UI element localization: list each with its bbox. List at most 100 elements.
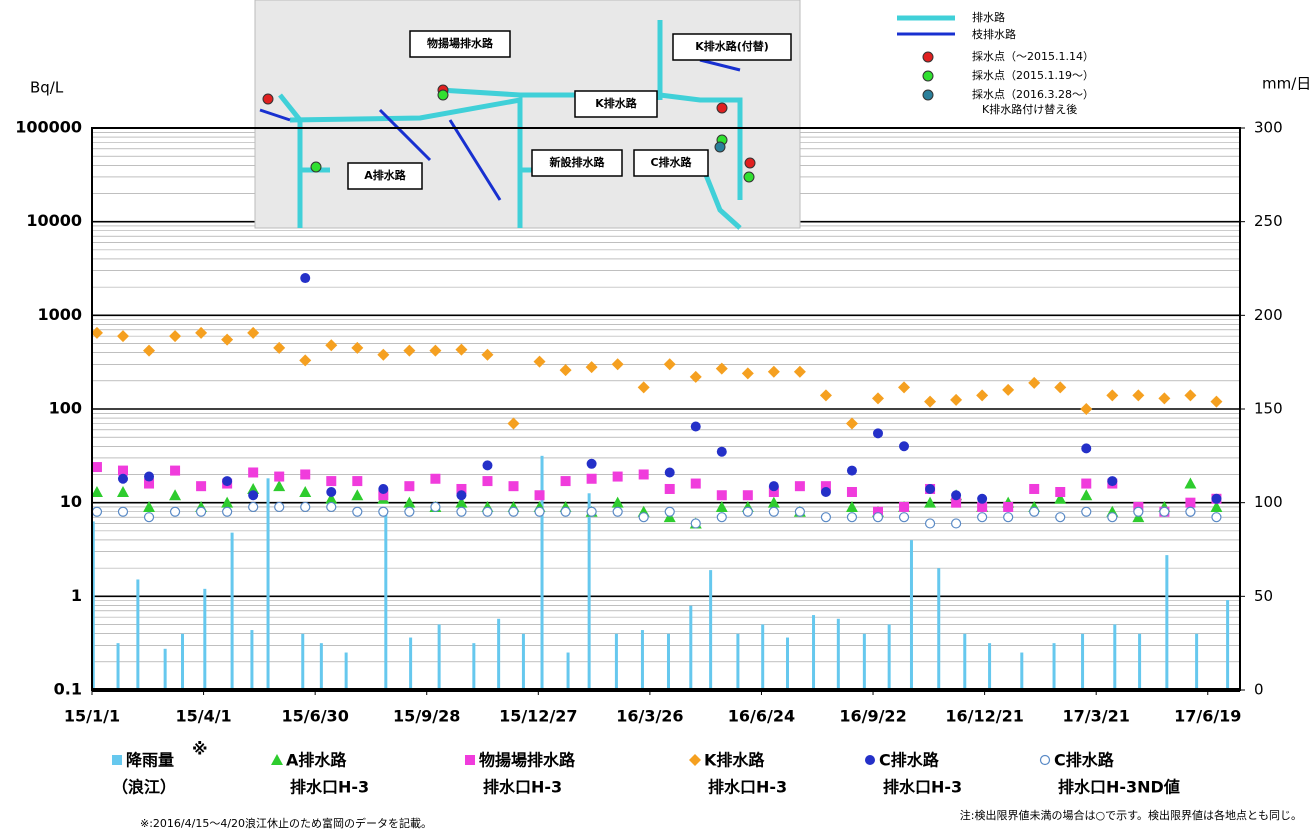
- point: [117, 473, 128, 484]
- point: [169, 330, 182, 343]
- legend-mark: ※: [192, 740, 208, 759]
- legend-marker: [271, 754, 283, 765]
- point: [871, 392, 884, 405]
- legend-marker: [1039, 754, 1051, 766]
- point: [767, 365, 780, 378]
- point: [1002, 383, 1015, 396]
- point: [1107, 512, 1118, 523]
- point: [300, 273, 311, 284]
- point: [742, 490, 753, 501]
- bar: [344, 652, 348, 690]
- point: [768, 486, 779, 497]
- point: [845, 500, 858, 512]
- bar: [497, 618, 501, 690]
- point: [299, 354, 312, 367]
- point: [1185, 506, 1196, 517]
- y2-axis-label: mm/日: [1262, 75, 1309, 93]
- point: [950, 518, 962, 529]
- point: [977, 501, 988, 512]
- map-label-box: [409, 30, 511, 58]
- point: [221, 496, 234, 508]
- point: [715, 362, 728, 375]
- bar: [1020, 652, 1024, 690]
- point: [924, 496, 937, 508]
- point: [351, 489, 364, 501]
- y2-tick-label: 100: [1254, 493, 1283, 511]
- map-label-box: [531, 149, 623, 177]
- point: [1054, 381, 1067, 394]
- point: [116, 485, 129, 497]
- point: [1081, 506, 1092, 517]
- point: [820, 481, 831, 492]
- y2-tick-label: 300: [1254, 119, 1283, 137]
- point: [664, 483, 675, 494]
- point: [247, 482, 260, 494]
- point: [455, 343, 468, 356]
- point: [898, 512, 910, 523]
- point: [117, 465, 128, 476]
- point: [612, 471, 623, 482]
- bar: [409, 637, 413, 690]
- bar: [437, 624, 441, 690]
- point: [299, 485, 312, 497]
- point: [143, 344, 156, 357]
- map-point: [743, 171, 755, 183]
- point: [1184, 389, 1197, 402]
- point: [845, 417, 858, 430]
- point: [1081, 478, 1092, 489]
- point: [846, 512, 858, 523]
- point: [1003, 501, 1014, 512]
- point: [1133, 506, 1144, 517]
- map-point: [714, 141, 726, 153]
- point: [456, 483, 467, 494]
- point: [585, 361, 598, 374]
- point: [221, 333, 234, 346]
- bar: [91, 521, 95, 690]
- legend-label: 排水口H-3: [290, 778, 369, 797]
- map-label-box: [672, 33, 792, 61]
- point: [977, 493, 988, 504]
- bar: [736, 633, 740, 690]
- map-label: K排水路(付替): [695, 39, 769, 53]
- bar: [266, 478, 270, 690]
- note: 注:検出限界値未満の場合は○で示す。検出限界値は各地点とも同じ。: [960, 808, 1302, 822]
- point: [794, 506, 805, 517]
- map-branch: [699, 58, 741, 72]
- point: [951, 490, 962, 501]
- bar: [640, 630, 644, 690]
- point: [1029, 506, 1040, 517]
- x-tick-label: 15/1/1: [64, 707, 120, 726]
- y2-tick-label: 0: [1254, 681, 1264, 699]
- map-label: K排水路: [595, 96, 638, 110]
- bar: [163, 648, 167, 690]
- bar: [1052, 643, 1056, 690]
- point: [586, 473, 597, 484]
- map-label: C排水路: [650, 155, 692, 169]
- x-tick-label: 17/6/19: [1174, 707, 1241, 726]
- point: [248, 467, 259, 478]
- point: [170, 465, 181, 476]
- legend-marker: [689, 754, 701, 766]
- legend-dot: [922, 89, 934, 101]
- point: [325, 492, 338, 504]
- point: [404, 481, 415, 492]
- point: [638, 469, 649, 480]
- point: [1210, 500, 1223, 512]
- y2-tick-label: 200: [1254, 306, 1283, 324]
- point: [559, 364, 572, 377]
- map-label: 物揚場排水路: [427, 36, 494, 50]
- bar: [887, 624, 891, 690]
- point: [689, 370, 702, 383]
- point: [326, 476, 337, 487]
- point: [716, 512, 727, 523]
- point: [403, 344, 416, 357]
- point: [716, 490, 727, 501]
- bar: [862, 633, 866, 690]
- map-point: [437, 89, 449, 101]
- bar: [1113, 624, 1117, 690]
- y-tick-label: 100: [49, 399, 82, 418]
- point: [690, 478, 701, 489]
- point: [637, 381, 650, 394]
- bar: [250, 630, 254, 690]
- point: [352, 476, 363, 487]
